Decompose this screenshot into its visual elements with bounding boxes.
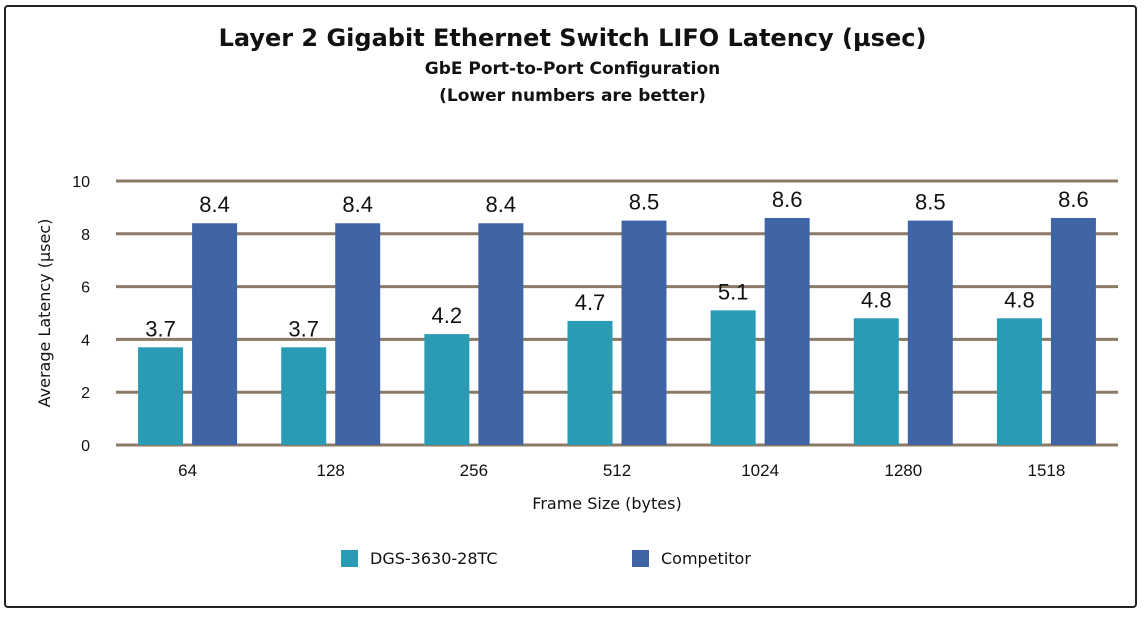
x-tick-label: 512 (603, 461, 631, 480)
chart-subtitle-note: (Lower numbers are better) (439, 86, 706, 106)
x-tick-label: 1518 (1028, 461, 1066, 480)
bar-dgs-3630-28tc-256 (424, 334, 470, 445)
data-label: 8.4 (486, 192, 517, 217)
bar-competitor-1280 (907, 220, 953, 445)
data-label: 3.7 (145, 316, 176, 341)
bar-dgs-3630-28tc-1280 (853, 318, 899, 445)
y-tick-label: 2 (81, 385, 90, 402)
data-label: 8.4 (342, 192, 373, 217)
data-label: 4.7 (575, 290, 606, 315)
x-tick-label: 1024 (741, 461, 779, 480)
legend-swatch (341, 550, 358, 567)
y-tick-label: 4 (81, 332, 90, 349)
bar-dgs-3630-28tc-64 (138, 347, 184, 445)
bar-competitor-512 (621, 220, 667, 445)
bar-dgs-3630-28tc-512 (567, 320, 613, 445)
bar-competitor-256 (478, 223, 524, 445)
data-label: 3.7 (288, 316, 319, 341)
bar-competitor-128 (335, 223, 381, 445)
y-tick-label: 10 (72, 174, 90, 191)
legend-label: Competitor (661, 549, 751, 568)
bar-dgs-3630-28tc-128 (281, 347, 327, 445)
y-axis-label: Average Latency (µsec) (35, 219, 54, 408)
legend-swatch (632, 550, 649, 567)
x-tick-label: 1280 (884, 461, 922, 480)
data-label: 4.8 (861, 287, 892, 312)
y-tick-label: 6 (81, 280, 90, 297)
bar-dgs-3630-28tc-1024 (710, 310, 756, 445)
bar-dgs-3630-28tc-1518 (996, 318, 1042, 445)
y-tick-label: 0 (81, 438, 90, 455)
data-label: 4.2 (432, 303, 463, 328)
bar-competitor-1024 (764, 217, 810, 445)
data-label: 5.1 (718, 279, 749, 304)
data-label: 8.5 (629, 190, 660, 215)
legend-label: DGS-3630-28TC (370, 549, 498, 568)
y-tick-label: 8 (81, 227, 90, 244)
bar-competitor-64 (192, 223, 238, 445)
data-label: 8.6 (772, 187, 803, 212)
chart-subtitle: GbE Port-to-Port Configuration (424, 59, 721, 79)
data-label: 8.5 (915, 190, 946, 215)
data-label: 8.6 (1058, 187, 1089, 212)
data-label: 4.8 (1004, 287, 1035, 312)
x-tick-label: 128 (317, 461, 345, 480)
x-axis-label: Frame Size (bytes) (532, 494, 681, 513)
chart-title: Layer 2 Gigabit Ethernet Switch LIFO Lat… (218, 24, 927, 52)
data-label: 8.4 (199, 192, 230, 217)
x-tick-label: 64 (178, 461, 197, 480)
bar-competitor-1518 (1050, 217, 1096, 445)
x-tick-label: 256 (460, 461, 488, 480)
